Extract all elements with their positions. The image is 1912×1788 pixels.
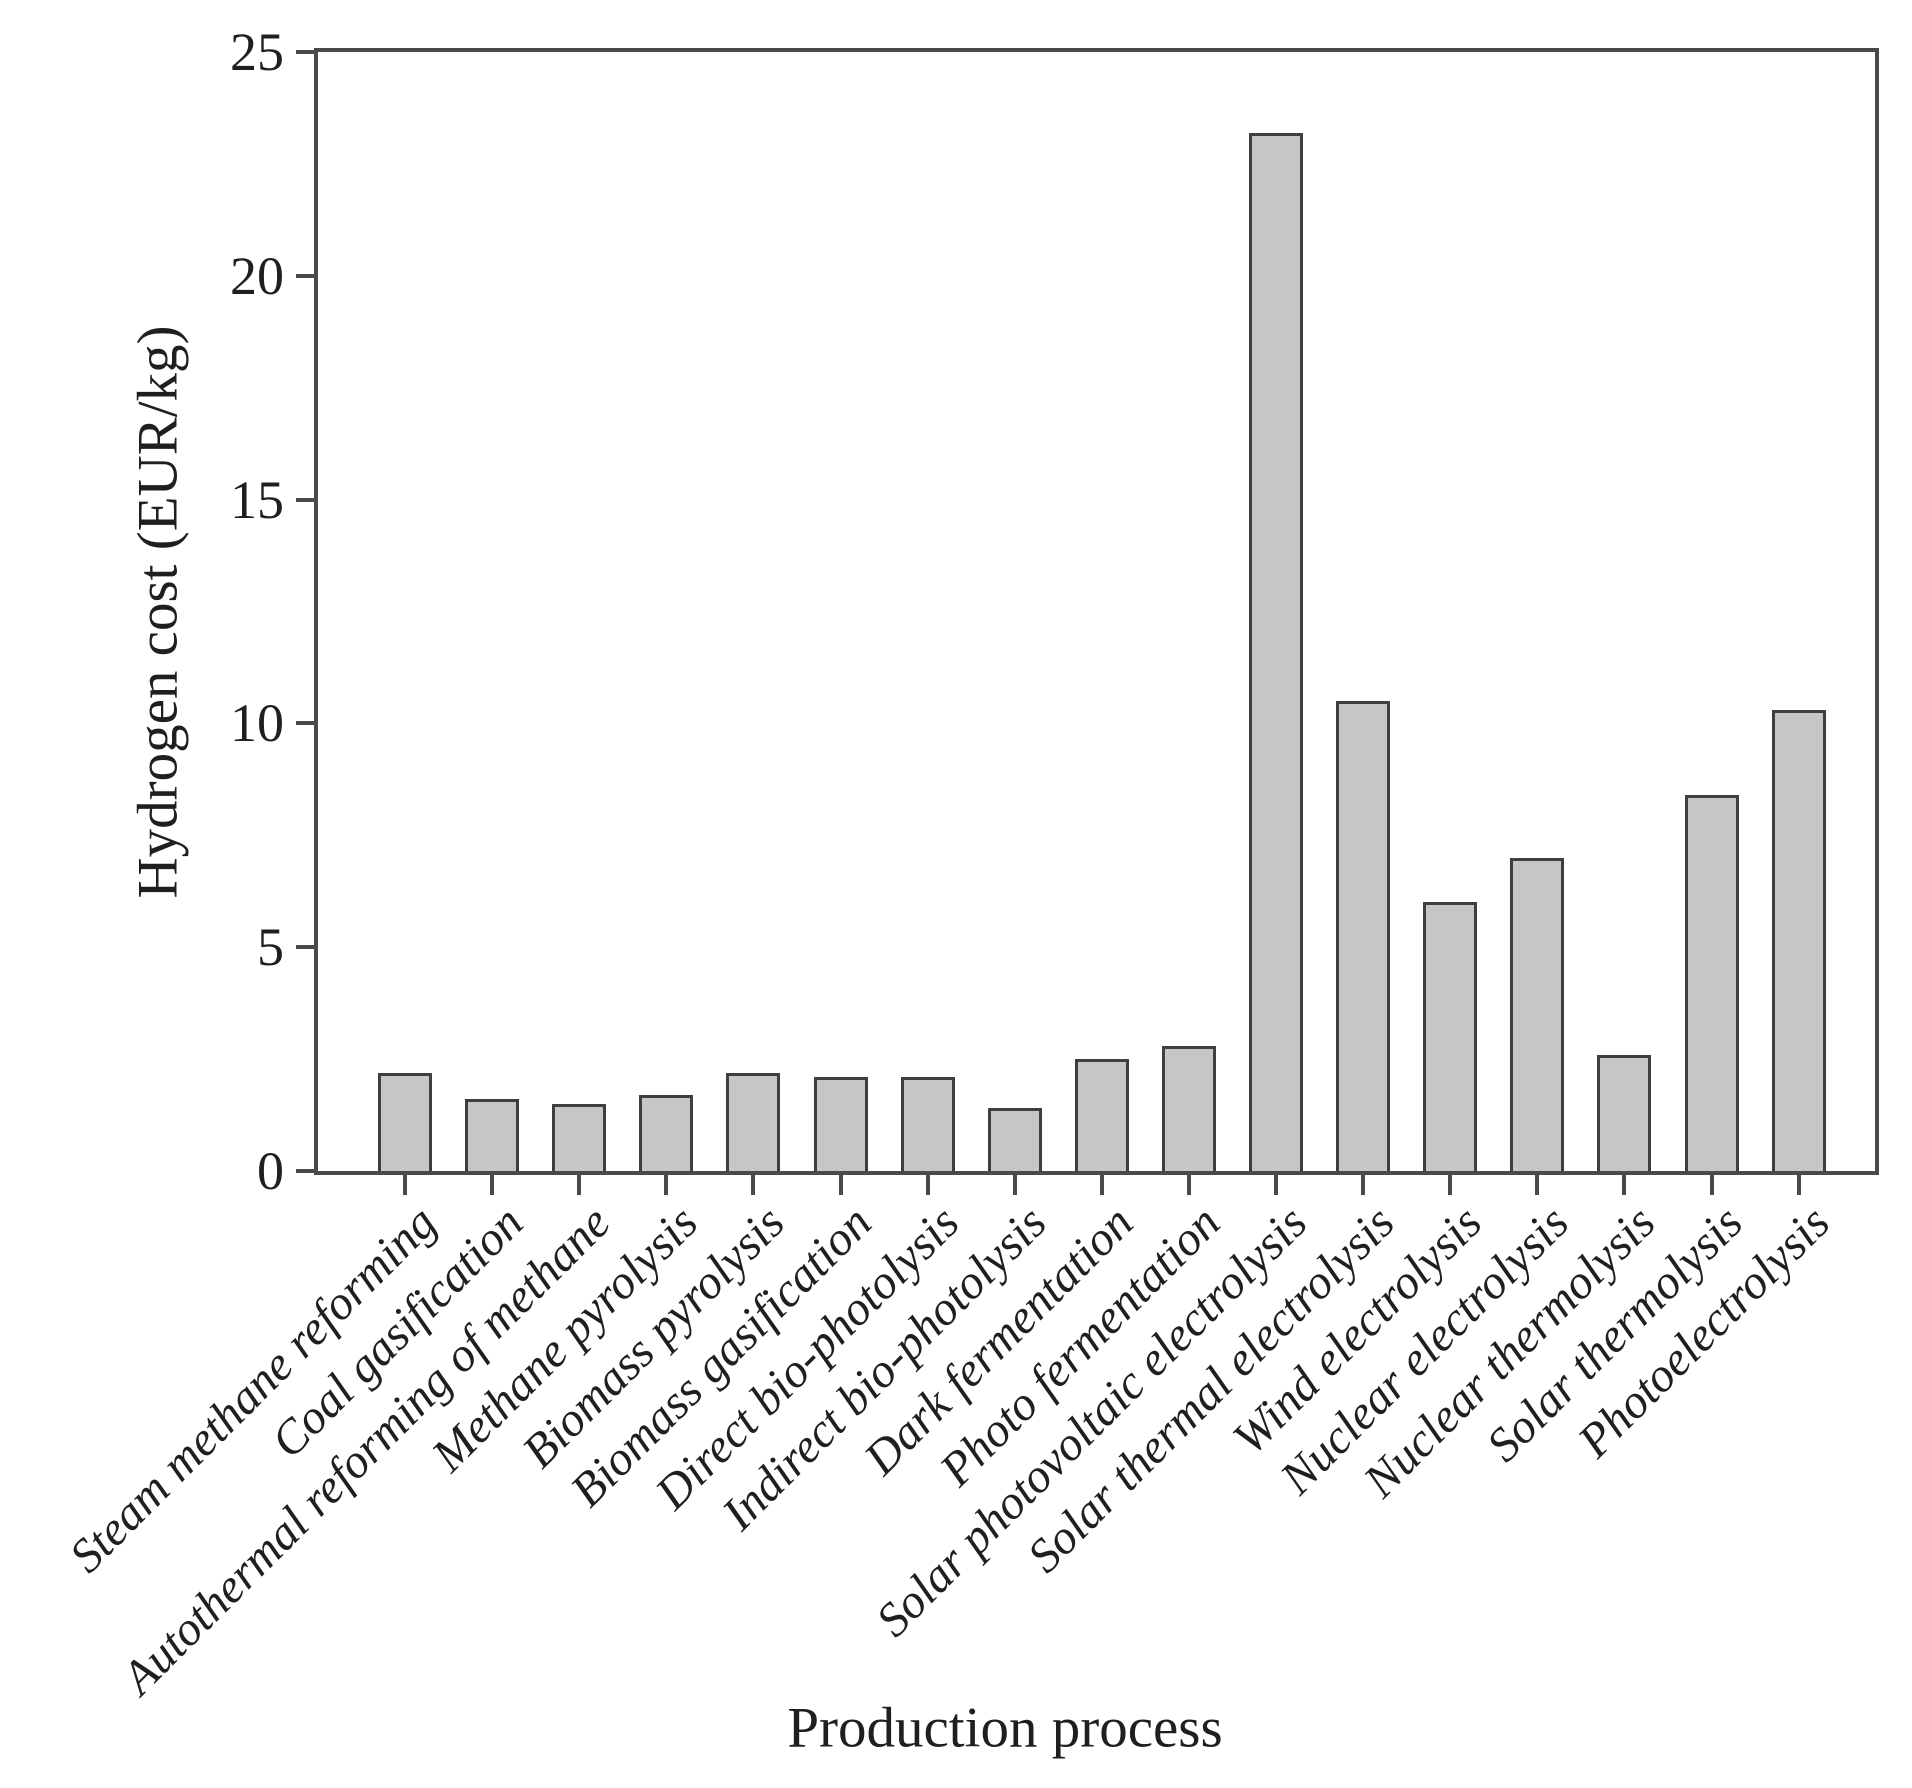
bar-16 (1684, 795, 1739, 1171)
y-tick (296, 50, 314, 54)
x-tick (490, 1175, 495, 1195)
bar-4 (639, 1095, 694, 1171)
plot-area (314, 48, 1879, 1175)
bar-17 (1771, 710, 1826, 1171)
bar-1 (378, 1073, 432, 1171)
bar-15 (1597, 1055, 1652, 1171)
x-tick (1012, 1175, 1017, 1195)
y-tick (296, 721, 314, 726)
bar-2 (465, 1099, 520, 1171)
y-tick-label: 15 (230, 469, 284, 530)
x-tick (664, 1175, 669, 1195)
bar-6 (813, 1077, 868, 1171)
x-tick (403, 1175, 407, 1195)
x-tick (1796, 1175, 1801, 1195)
bar-10 (1161, 1046, 1216, 1171)
x-tick (1274, 1175, 1278, 1195)
y-tick-label: 10 (230, 693, 284, 754)
bar-5 (726, 1073, 781, 1171)
bar-9 (1074, 1059, 1129, 1171)
bar-12 (1336, 701, 1391, 1171)
y-axis-title: Hydrogen cost (EUR/kg) (126, 325, 190, 899)
bar-14 (1510, 858, 1565, 1171)
bar-11 (1249, 133, 1303, 1171)
y-tick-label: 20 (230, 245, 284, 306)
x-tick (751, 1175, 756, 1195)
x-axis-title: Production process (787, 1696, 1223, 1760)
bar-3 (552, 1104, 607, 1171)
y-tick (296, 945, 314, 950)
x-tick (925, 1175, 930, 1195)
bars-container (318, 52, 1875, 1171)
bar-8 (987, 1108, 1042, 1171)
y-tick-label: 5 (257, 917, 284, 978)
x-tick (838, 1175, 843, 1195)
x-tick (1622, 1175, 1627, 1195)
bar-7 (900, 1077, 955, 1171)
y-tick (296, 273, 314, 278)
bar-13 (1423, 902, 1478, 1171)
x-tick (1448, 1175, 1453, 1195)
y-tick (296, 1169, 314, 1173)
x-tick (1186, 1175, 1191, 1195)
x-tick (577, 1175, 582, 1195)
y-tick (296, 497, 314, 502)
y-tick-label: 25 (230, 22, 284, 82)
x-tick (1709, 1175, 1714, 1195)
x-tick (1099, 1175, 1104, 1195)
y-tick-label: 0 (257, 1141, 284, 1201)
x-tick (1535, 1175, 1540, 1195)
x-tick (1361, 1175, 1366, 1195)
